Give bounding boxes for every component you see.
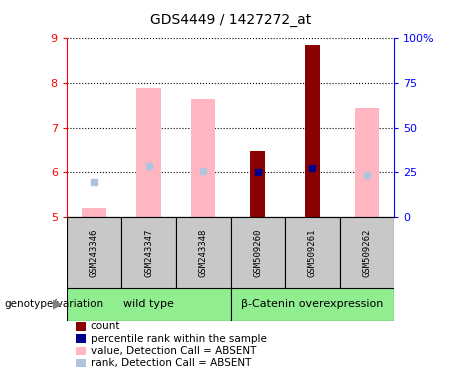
Text: wild type: wild type (123, 299, 174, 310)
Bar (136, 88, 161, 217)
Bar (285, 217, 340, 288)
Text: value, Detection Call = ABSENT: value, Detection Call = ABSENT (91, 346, 256, 356)
Text: rank, Detection Call = ABSENT: rank, Detection Call = ABSENT (91, 358, 251, 368)
Text: count: count (91, 321, 120, 331)
Bar (230, 217, 285, 288)
Bar (230, 288, 394, 321)
Text: GSM243348: GSM243348 (199, 228, 208, 276)
Bar (355, 108, 379, 217)
Text: GSM509261: GSM509261 (308, 228, 317, 276)
Text: ▶: ▶ (53, 298, 62, 311)
Bar (191, 99, 215, 217)
Text: percentile rank within the sample: percentile rank within the sample (91, 334, 267, 344)
Text: GSM509262: GSM509262 (362, 228, 372, 276)
Bar (121, 217, 176, 288)
Bar (176, 217, 230, 288)
Text: β-Catenin overexpression: β-Catenin overexpression (241, 299, 384, 310)
Bar (67, 217, 121, 288)
Text: GSM243346: GSM243346 (89, 228, 99, 276)
Bar (82, 208, 106, 217)
Bar (305, 45, 320, 217)
Text: genotype/variation: genotype/variation (5, 299, 104, 310)
Bar (250, 151, 266, 217)
Text: GDS4449 / 1427272_at: GDS4449 / 1427272_at (150, 13, 311, 27)
Text: GSM243347: GSM243347 (144, 228, 153, 276)
Text: GSM509260: GSM509260 (253, 228, 262, 276)
Bar (67, 288, 230, 321)
Bar (340, 217, 394, 288)
